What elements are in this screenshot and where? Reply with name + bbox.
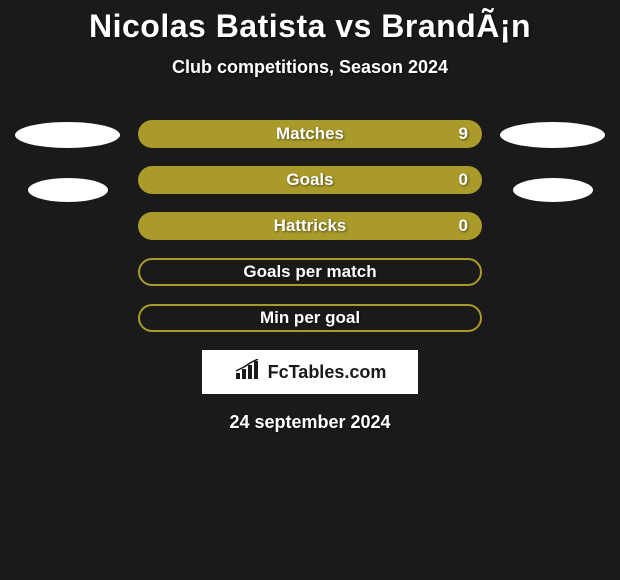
stat-value: 9 bbox=[459, 124, 468, 144]
stat-label: Hattricks bbox=[274, 216, 347, 236]
stat-label: Min per goal bbox=[260, 308, 360, 328]
player-marker-left-2 bbox=[28, 178, 108, 202]
stat-bars: Matches 9 Goals 0 Hattricks 0 Goals per … bbox=[138, 120, 482, 332]
stat-bar-min-per-goal: Min per goal bbox=[138, 304, 482, 332]
snapshot-date: 24 september 2024 bbox=[0, 412, 620, 433]
stat-value: 0 bbox=[459, 170, 468, 190]
stat-bar-matches: Matches 9 bbox=[138, 120, 482, 148]
stat-bar-goals-per-match: Goals per match bbox=[138, 258, 482, 286]
left-player-markers bbox=[15, 120, 120, 202]
player-marker-right-2 bbox=[513, 178, 593, 202]
comparison-title: Nicolas Batista vs BrandÃ¡n bbox=[0, 8, 620, 45]
right-player-markers bbox=[500, 120, 605, 202]
chart-bars-icon bbox=[234, 359, 262, 386]
stat-value: 0 bbox=[459, 216, 468, 236]
stat-bar-hattricks: Hattricks 0 bbox=[138, 212, 482, 240]
stat-bar-goals: Goals 0 bbox=[138, 166, 482, 194]
stats-area: Matches 9 Goals 0 Hattricks 0 Goals per … bbox=[0, 120, 620, 332]
comparison-subtitle: Club competitions, Season 2024 bbox=[0, 57, 620, 78]
player-marker-right-1 bbox=[500, 122, 605, 148]
stat-label: Matches bbox=[276, 124, 344, 144]
infographic-container: Nicolas Batista vs BrandÃ¡n Club competi… bbox=[0, 0, 620, 433]
footer-logo-text: FcTables.com bbox=[268, 362, 387, 383]
stat-label: Goals per match bbox=[243, 262, 376, 282]
stat-label: Goals bbox=[286, 170, 333, 190]
footer-logo-box: FcTables.com bbox=[202, 350, 418, 394]
player-marker-left-1 bbox=[15, 122, 120, 148]
